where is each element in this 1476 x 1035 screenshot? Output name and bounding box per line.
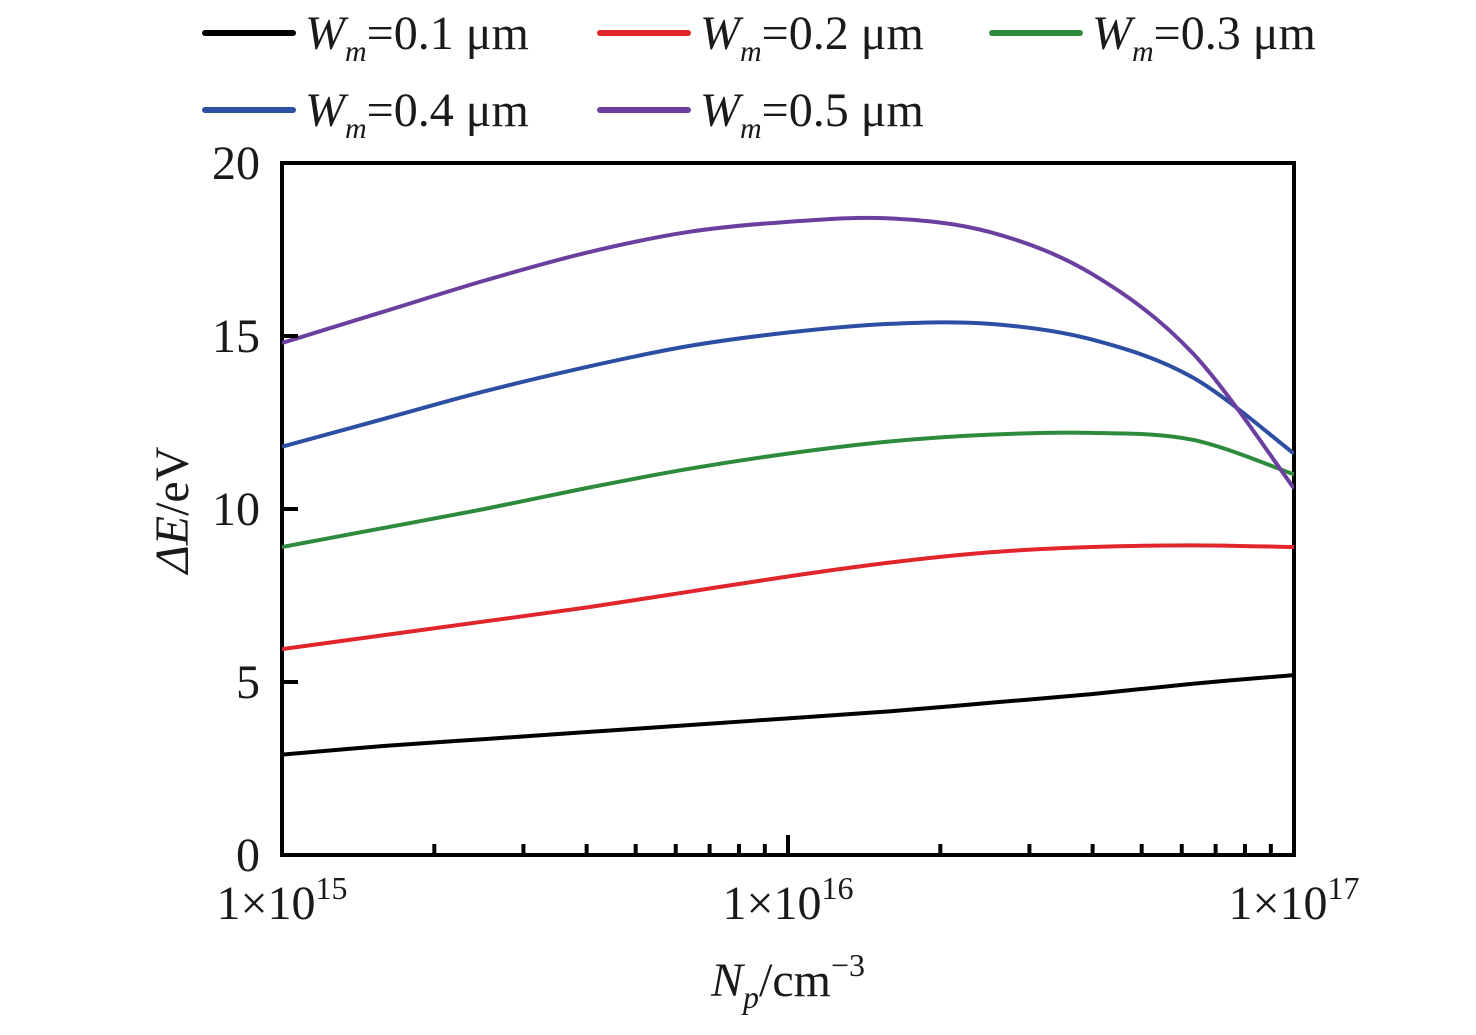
x-axis-title-subscript: p (741, 979, 759, 1015)
legend-label: Wm=0.1 μm (305, 7, 529, 68)
x-tick-label: 1×1017 (1228, 870, 1359, 930)
x-tick-label: 1×1015 (216, 870, 347, 930)
x-axis-title-variable: N (710, 954, 746, 1007)
legend-item-3: Wm=0.3 μm (989, 7, 1316, 68)
y-tick-label: 15 (212, 310, 260, 363)
plot-area (280, 161, 1296, 857)
series-line-5 (282, 215, 1294, 490)
x-tick-label: 1×1016 (722, 870, 853, 930)
y-axis-title: ΔE/eV (146, 446, 199, 575)
legend-label: Wm=0.3 μm (1092, 7, 1316, 68)
legend-item-2: Wm=0.2 μm (597, 7, 924, 68)
x-axis-title-unit: /cm (759, 954, 831, 1007)
x-axis-title: Np/cm−3 (710, 947, 865, 1015)
legend-label: Wm=0.2 μm (700, 7, 924, 68)
y-tick-label: 0 (236, 829, 260, 882)
y-tick-label: 20 (212, 137, 260, 190)
y-tick-label: 10 (212, 483, 260, 536)
y-axis: 0 5 10 15 20 (212, 137, 298, 882)
series-line-1 (282, 673, 1294, 757)
y-tick-label: 5 (236, 656, 260, 709)
x-axis-title-superscript: −3 (831, 947, 865, 983)
series-line-4 (282, 320, 1294, 456)
legend: Wm=0.1 μm Wm=0.2 μm Wm=0.3 μm Wm=0.4 μm Wm=0… (202, 7, 1316, 145)
x-axis: 1×1015 1×1016 1×1017 (216, 835, 1360, 930)
legend-item-4: Wm=0.4 μm (202, 84, 529, 145)
y-axis-title-unit: /eV (146, 446, 199, 516)
legend-label: Wm=0.4 μm (305, 84, 529, 145)
plot-frame (280, 161, 1296, 857)
legend-label: Wm=0.5 μm (700, 84, 924, 145)
legend-item-5: Wm=0.5 μm (597, 84, 924, 145)
y-axis-title-variable: ΔE (146, 516, 199, 576)
series-line-2 (282, 543, 1294, 652)
series-line-3 (282, 430, 1294, 550)
legend-item-1: Wm=0.1 μm (202, 7, 529, 68)
